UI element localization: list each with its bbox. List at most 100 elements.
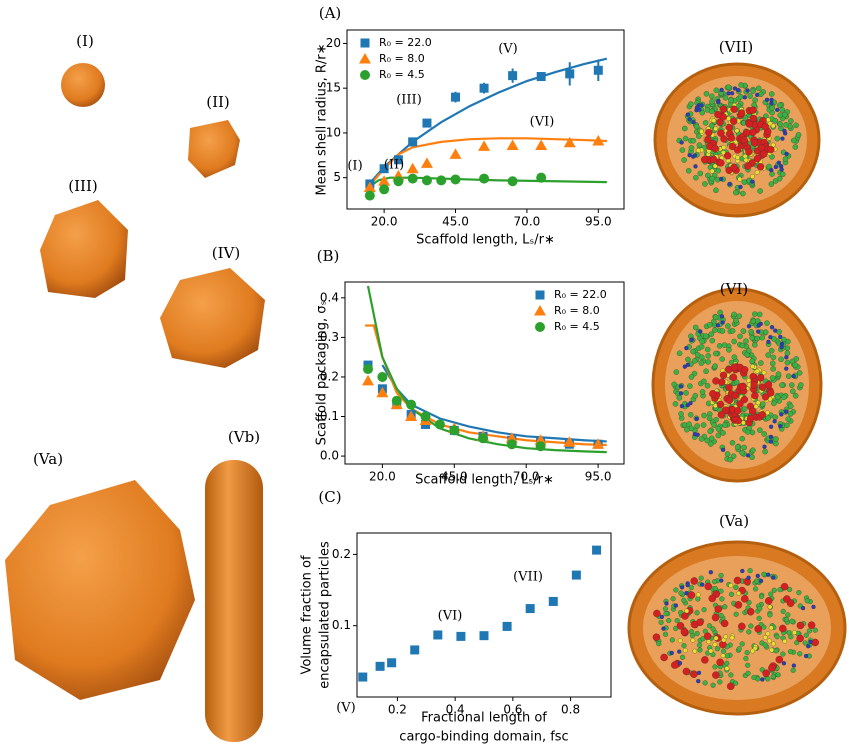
particle — [659, 614, 665, 620]
particle — [673, 603, 678, 608]
x-tick-label: 0.8 — [561, 703, 580, 717]
annotation: (II) — [384, 158, 404, 173]
particle — [736, 87, 741, 93]
particle — [712, 327, 718, 333]
particle — [784, 366, 789, 371]
particle — [690, 670, 698, 678]
particle — [698, 343, 705, 350]
point — [422, 118, 432, 128]
particle — [792, 630, 797, 635]
particle — [664, 601, 669, 606]
particle — [727, 456, 734, 463]
particle — [760, 150, 768, 158]
particle — [745, 120, 753, 128]
particle — [753, 154, 762, 163]
particle — [693, 174, 699, 181]
shell-iii — [40, 200, 128, 298]
particle — [734, 444, 741, 450]
particle — [740, 395, 749, 404]
particle — [679, 585, 685, 590]
x-axis-label: cargo-binding domain, fsc — [399, 730, 568, 745]
particle — [703, 368, 709, 374]
particle — [729, 91, 735, 96]
particle — [682, 667, 691, 676]
particle — [734, 601, 743, 609]
particle — [724, 451, 731, 457]
particle — [755, 400, 761, 406]
point — [563, 436, 576, 447]
particle — [692, 392, 699, 399]
particle — [775, 672, 781, 678]
particle — [777, 112, 783, 118]
particle — [704, 582, 713, 591]
particle — [778, 356, 784, 363]
particle — [812, 627, 818, 633]
particle — [740, 328, 747, 334]
particle — [750, 381, 758, 389]
particle — [708, 108, 715, 115]
point — [506, 439, 517, 450]
particle — [722, 422, 728, 428]
point — [450, 174, 461, 185]
particle — [758, 578, 764, 584]
legend-marker — [360, 38, 370, 48]
particle — [759, 334, 766, 341]
particle — [761, 624, 767, 630]
point — [376, 386, 389, 398]
particle — [756, 615, 762, 621]
particle — [777, 587, 783, 593]
particle — [742, 154, 748, 159]
particle — [774, 634, 780, 640]
particle — [779, 167, 784, 172]
particle — [677, 660, 683, 666]
particle — [660, 653, 668, 662]
particle — [727, 134, 736, 142]
particle — [690, 138, 697, 144]
particle — [803, 632, 809, 638]
x-tick-label: 45.0 — [442, 215, 469, 229]
particle — [745, 347, 752, 354]
particle — [721, 145, 727, 150]
particle — [745, 88, 750, 93]
particle — [712, 377, 720, 385]
particle — [719, 328, 726, 334]
point — [405, 410, 418, 422]
particle — [728, 142, 737, 151]
particle — [746, 378, 752, 383]
point — [507, 176, 518, 187]
particle — [750, 139, 759, 147]
particle — [677, 649, 682, 654]
axes-frame — [346, 29, 625, 210]
particle — [725, 383, 733, 392]
particle — [706, 623, 713, 629]
particle — [724, 660, 730, 666]
point — [478, 433, 489, 444]
particle — [769, 105, 775, 111]
particle — [653, 609, 661, 618]
particle — [703, 91, 710, 97]
particle — [724, 666, 730, 671]
particle — [748, 329, 754, 335]
particle — [709, 93, 715, 100]
particle — [719, 578, 724, 583]
particle — [760, 677, 765, 682]
particle — [747, 568, 753, 574]
particle — [713, 187, 719, 194]
particle — [766, 339, 771, 344]
particle — [773, 436, 779, 442]
particle — [731, 392, 739, 400]
particle — [754, 625, 762, 633]
particle — [712, 671, 720, 679]
particle — [807, 621, 816, 629]
particle — [740, 136, 748, 144]
particle — [721, 648, 727, 654]
particle — [725, 84, 732, 90]
particle — [728, 97, 734, 104]
particle — [720, 135, 728, 143]
point — [364, 190, 375, 201]
particle — [754, 92, 760, 98]
particle — [678, 384, 684, 389]
y-tick-label: 15 — [326, 81, 341, 95]
particle — [694, 416, 699, 422]
particle — [780, 651, 786, 657]
